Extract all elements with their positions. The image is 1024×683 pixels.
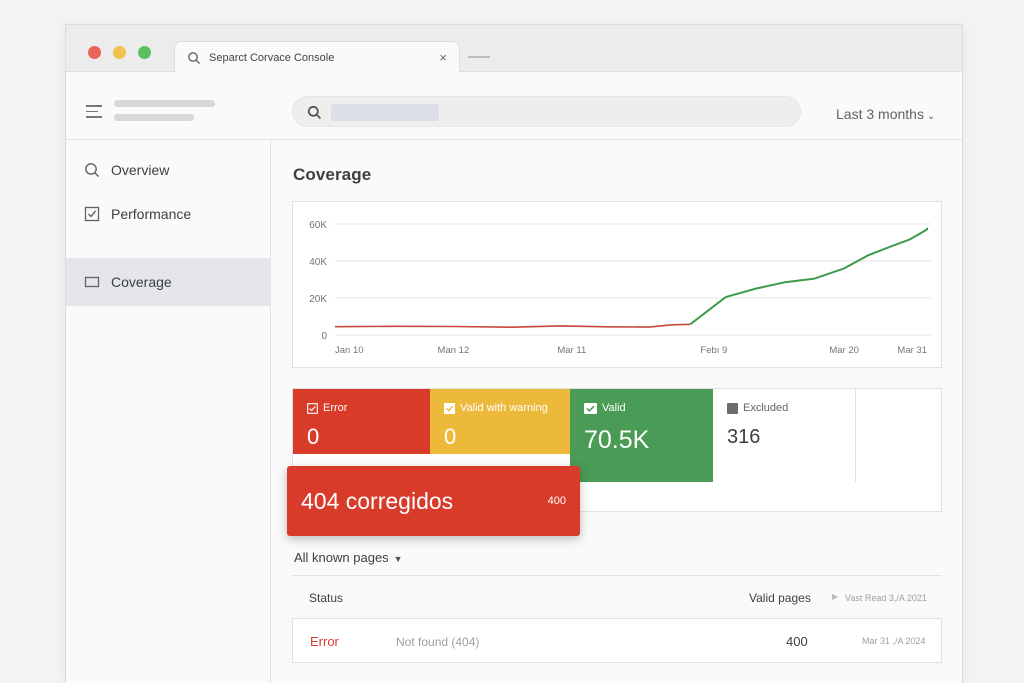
excluded-card-label: Excluded: [743, 402, 789, 414]
date-range-label: Last 3 months: [836, 106, 924, 122]
sidebar-item-label: Coverage: [111, 274, 172, 290]
property-selector[interactable]: [114, 114, 194, 121]
search-icon: [307, 105, 322, 120]
column-header-valid-pages[interactable]: Valid pages: [749, 591, 811, 605]
sidebar-item-label: Performance: [111, 206, 192, 222]
warning-card-label: Valid with warning: [460, 402, 548, 414]
sidebar-item-label: Overview: [111, 162, 170, 178]
row-reason: Not found (404): [396, 635, 480, 649]
close-window-button[interactable]: [88, 46, 101, 59]
checkbox-checked-icon: [444, 402, 455, 414]
tab-title: Separct Corvace Console: [209, 51, 335, 64]
table-header: Status Valid pages ▶ Vast Read 3,/A 2021: [292, 576, 942, 618]
square-filled-icon: [727, 402, 738, 414]
sidebar: Overview Performance Coverage: [66, 140, 271, 683]
popup-text: 404 corregidos: [301, 487, 454, 514]
checkbox-checked-icon: [584, 402, 597, 414]
browser-tab[interactable]: Separct Corvace Console ×: [174, 41, 460, 73]
sidebar-item-overview[interactable]: Overview: [66, 148, 271, 192]
square-icon: [84, 276, 100, 288]
search-placeholder: [331, 104, 439, 121]
main-content: Coverage 0 20K 40K 60K Jan 10 Man 12 Mar 11 Feb…: [272, 140, 962, 683]
x-tick-label: Mar 31: [897, 345, 927, 356]
browser-window: Separct Corvace Console × Last 3 months ⌄…: [65, 24, 963, 683]
search-input[interactable]: [292, 96, 801, 127]
table-row[interactable]: Error Not found (404) 400 Mar 31 ,/A 202…: [292, 618, 942, 663]
minimize-window-button[interactable]: [113, 46, 126, 59]
row-pages: 400: [786, 634, 808, 649]
checkbox-icon: [307, 402, 318, 414]
excluded-card[interactable]: Excluded 316: [713, 389, 856, 482]
column-header-last-crawled[interactable]: Vast Read 3,/A 2021: [845, 593, 927, 603]
column-header-status[interactable]: Status: [309, 591, 344, 605]
x-tick-label: Mar 11: [557, 345, 586, 356]
error-series-line: [334, 323, 691, 329]
date-range-selector[interactable]: Last 3 months ⌄: [836, 106, 935, 122]
sort-arrow-icon[interactable]: ▶: [832, 592, 839, 601]
popup-count: 400: [547, 495, 566, 507]
y-tick-label: 20K: [309, 294, 327, 305]
sidebar-item-coverage[interactable]: Coverage: [66, 258, 271, 306]
valid-card-value: 70.5K: [584, 426, 650, 454]
title-bar: Separct Corvace Console ×: [66, 25, 962, 73]
x-tick-label: Mar 20: [829, 345, 859, 356]
x-tick-label: Man 12: [438, 345, 470, 356]
page-title: Coverage: [293, 165, 372, 184]
error-card-value: 0: [307, 424, 320, 449]
valid-card-label: Valid: [602, 402, 626, 414]
new-tab-button[interactable]: [468, 56, 490, 58]
search-icon: [188, 51, 200, 64]
warning-card-value: 0: [444, 424, 457, 449]
product-logo: [114, 100, 215, 107]
page-filter-dropdown[interactable]: All known pages ▼: [294, 550, 403, 565]
app-header: Last 3 months ⌄: [66, 72, 962, 140]
divider: [292, 575, 942, 576]
x-tick-label: Jan 10: [335, 345, 364, 356]
y-tick-label: 0: [321, 331, 327, 342]
row-status: Error: [310, 634, 339, 649]
error-card-label: Error: [323, 402, 348, 414]
menu-icon[interactable]: [86, 105, 102, 122]
chevron-down-icon: ⌄: [926, 111, 936, 122]
x-tick-label: Febı 9: [700, 345, 727, 356]
y-tick-label: 40K: [309, 257, 327, 268]
excluded-card-value: 316: [727, 426, 761, 448]
caret-down-icon: ▼: [393, 554, 403, 564]
checkbox-icon: [84, 206, 100, 222]
y-tick-label: 60K: [309, 220, 327, 231]
status-cards: Error 0 Valid with warning 0: [292, 388, 942, 512]
tab-close-icon[interactable]: ×: [439, 50, 447, 65]
search-icon: [85, 163, 99, 177]
filter-label: All known pages: [294, 550, 389, 565]
fixed-errors-popup[interactable]: 404 corregidos 400: [287, 466, 580, 536]
valid-card[interactable]: Valid 70.5K: [570, 389, 713, 482]
row-date: Mar 31 ,/A 2024: [862, 636, 926, 646]
sidebar-item-performance[interactable]: Performance: [66, 192, 271, 236]
warning-card[interactable]: Valid with warning 0: [430, 389, 570, 454]
valid-series-line: [689, 227, 928, 326]
coverage-line-chart: 0 20K 40K 60K Jan 10 Man 12 Mar 11 Febı 9 Mar 20…: [309, 220, 931, 356]
error-card[interactable]: Error 0: [293, 389, 430, 454]
coverage-chart: 0 20K 40K 60K Jan 10 Man 12 Mar 11 Febı 9 Mar 20…: [292, 201, 942, 368]
maximize-window-button[interactable]: [138, 46, 151, 59]
